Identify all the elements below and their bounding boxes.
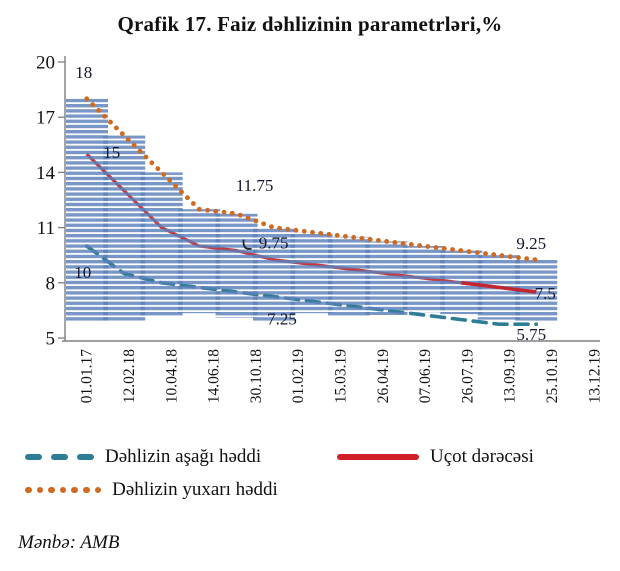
- legend-item-upper-bound: Dəhlizin yuxarı həddi: [25, 479, 278, 501]
- dotted-line-icon: [25, 486, 102, 494]
- x-axis-tick-label: 01.01.17: [79, 349, 96, 404]
- dashed-line-icon: [25, 454, 94, 460]
- x-axis-tick-label: 01.02.19: [290, 349, 307, 404]
- source-note: Mənbə: AMB: [18, 532, 120, 553]
- data-labels: 18 15 10 11.75 9.75 7.25 9.25 7.5 5.75: [74, 63, 556, 344]
- y-axis-tick-label: 8: [46, 273, 56, 294]
- x-axis-tick-label: 26.07.19: [459, 349, 476, 404]
- solid-line-icon: [337, 454, 419, 460]
- data-label: 9.75: [259, 234, 289, 253]
- refinancing-rate-line-tail: [461, 281, 537, 294]
- legend-label-upper-bound: Dəhlizin yuxarı həddi: [112, 479, 278, 500]
- corridor-band: [66, 98, 558, 322]
- upper-bound-dotted-line: [84, 96, 539, 263]
- plot-area: 20 17 14 11 8 5 01.01.17 12.02.18 10.04.18 14.06.…: [36, 53, 604, 404]
- legend-label-lower-bound: Dəhlizin aşağı həddi: [105, 446, 262, 467]
- x-axis-tick-label: 15.03.19: [332, 349, 349, 404]
- data-label: 7.5: [535, 284, 556, 303]
- data-label: 9.25: [516, 234, 546, 253]
- x-axis-labels: 01.01.17 12.02.18 10.04.18 14.06.18 30.10.18…: [79, 349, 604, 404]
- y-axis-tick-label: 20: [36, 53, 55, 74]
- data-label: 11.75: [236, 176, 274, 195]
- data-label: 18: [75, 63, 92, 82]
- legend-label-refinancing-rate: Uçot dərəcəsi: [430, 446, 534, 467]
- legend-item-lower-bound: Dəhlizin aşağı həddi: [25, 446, 261, 468]
- data-label: 10: [74, 263, 91, 282]
- x-axis-tick-label: 30.10.18: [248, 349, 265, 404]
- x-axis-tick-label: 13.12.19: [586, 349, 603, 404]
- chart-title: Qrafik 17. Faiz dəhlizinin parametrləri,…: [117, 12, 503, 36]
- legend-item-refinancing-rate: Uçot dərəcəsi: [337, 446, 534, 468]
- x-axis-tick-label: 14.06.18: [206, 349, 223, 404]
- data-label: 7.25: [267, 310, 297, 329]
- x-axis-tick-label: 25.10.19: [544, 349, 561, 404]
- x-axis-tick-label: 26.04.19: [375, 349, 392, 404]
- y-axis-tick-label: 11: [37, 218, 55, 239]
- y-axis-tick-label: 5: [46, 329, 56, 350]
- data-label: 5.75: [516, 325, 546, 344]
- x-axis-tick-label: 07.06.19: [417, 349, 434, 404]
- data-label: 15: [103, 143, 120, 162]
- x-axis-tick-label: 12.02.18: [121, 349, 138, 404]
- y-axis-tick-label: 17: [36, 108, 55, 129]
- y-axis-tick-label: 14: [36, 163, 56, 184]
- axes: 20 17 14 11 8 5: [36, 53, 600, 350]
- x-axis-tick-label: 10.04.18: [163, 349, 180, 404]
- label-leader-line: [242, 239, 252, 250]
- x-axis-tick-label: 13.09.19: [502, 349, 519, 404]
